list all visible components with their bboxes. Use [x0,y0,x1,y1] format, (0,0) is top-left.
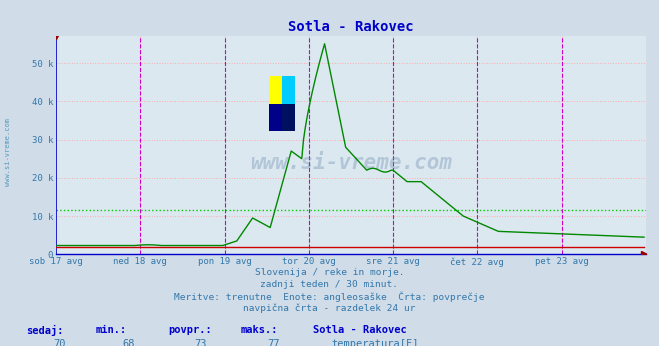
Text: zadnji teden / 30 minut.: zadnji teden / 30 minut. [260,280,399,289]
Text: maks.:: maks.: [241,325,278,335]
Bar [282,104,295,131]
Text: povpr.:: povpr.: [168,325,212,335]
Text: www.si-vreme.com: www.si-vreme.com [5,118,11,186]
Text: 77: 77 [268,339,279,346]
Text: temperatura[F]: temperatura[F] [331,339,419,346]
Title: Sotla - Rakovec: Sotla - Rakovec [288,20,414,34]
Text: www.si-vreme.com: www.si-vreme.com [250,153,452,173]
Text: Sotla - Rakovec: Sotla - Rakovec [313,325,407,335]
Text: navpična črta - razdelek 24 ur: navpična črta - razdelek 24 ur [243,303,416,313]
Text: sedaj:: sedaj: [26,325,64,336]
Bar [269,104,282,131]
Bar [269,76,282,104]
Text: 68: 68 [123,339,134,346]
Bar [282,76,295,104]
Text: Slovenija / reke in morje.: Slovenija / reke in morje. [255,268,404,277]
Text: Meritve: trenutne  Enote: angleosaške  Črta: povprečje: Meritve: trenutne Enote: angleosaške Črt… [174,292,485,302]
Text: 73: 73 [195,339,207,346]
Text: min.:: min.: [96,325,127,335]
Text: 70: 70 [53,339,65,346]
